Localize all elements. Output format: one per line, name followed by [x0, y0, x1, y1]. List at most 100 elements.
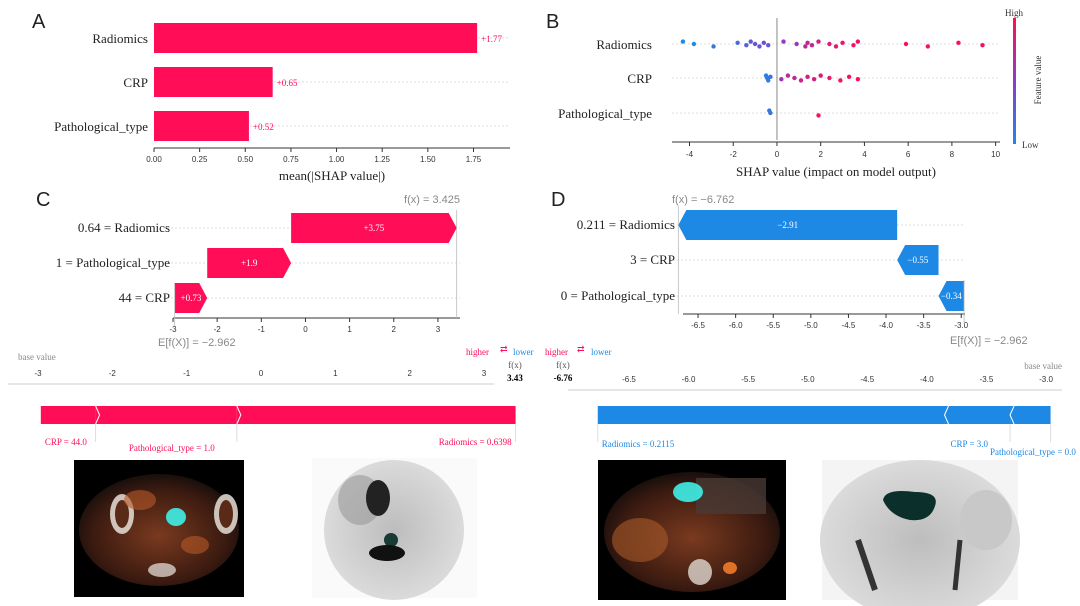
x-tick-label: 0: [303, 325, 308, 334]
fx-value: -6.76: [554, 373, 573, 383]
beeswarm-point: [805, 40, 810, 45]
waterfall-bar-1: [897, 245, 939, 275]
x-tick-label: 0.25: [192, 155, 208, 164]
x-tick-label: 0: [775, 150, 780, 159]
panel-d-letter: D: [551, 189, 565, 211]
pet-mip-image-left: [312, 458, 477, 600]
x-tick-label: 1.00: [329, 155, 345, 164]
force-tick-label: -5.5: [741, 375, 755, 384]
bar-0: [154, 23, 478, 53]
higher-label: higher: [545, 347, 568, 357]
x-tick-label: -4.5: [842, 321, 856, 330]
beeswarm-point: [838, 78, 843, 83]
panel-b-beeswarm-chart: Radiomics CRP Pathological_type -4 -2 0 2 4 6 8 10…: [558, 8, 1043, 179]
beeswarm-point: [792, 75, 797, 81]
panel-a-letter: A: [32, 11, 46, 33]
colorbar: [1013, 18, 1016, 144]
x-tick-label: 1.75: [466, 155, 482, 164]
beeswarm-point: [735, 40, 740, 45]
force-label: Pathological_type = 1.0: [129, 443, 215, 453]
beeswarm-point: [855, 39, 861, 44]
beeswarm-point: [925, 44, 931, 49]
beeswarm-point: [818, 73, 823, 78]
x-axis-label: SHAP value (impact on model output): [736, 164, 936, 179]
x-tick-label: -6.5: [691, 321, 705, 330]
force-segment-divider: [95, 405, 101, 425]
x-tick-label: -5.0: [804, 321, 818, 330]
beeswarm-point: [980, 43, 985, 48]
beeswarm-point: [809, 43, 815, 48]
beeswarm-point: [798, 78, 804, 83]
panel-b-letter: B: [546, 11, 559, 33]
row-label: 1 = Pathological_type: [56, 255, 170, 270]
category-label: Radiomics: [92, 31, 148, 46]
beeswarm-point: [803, 44, 808, 49]
bar-value-label: +0.73: [181, 293, 202, 303]
panel-c-waterfall-chart: +3.75 0.64 = Radiomics +1.9 1 = Pathologica…: [56, 194, 460, 349]
bar-value-label: −0.55: [907, 255, 928, 265]
force-label: Radiomics = 0.2115: [602, 439, 675, 449]
bar-value-label: −2.91: [777, 220, 798, 230]
force-segment-divider: [1009, 405, 1015, 425]
beeswarm-point: [779, 77, 784, 82]
force-label: CRP = 3.0: [951, 439, 989, 449]
beeswarm-point: [811, 77, 817, 82]
waterfall-bar-0: [678, 210, 898, 240]
lower-label: lower: [591, 347, 612, 357]
value-label: +1.77: [481, 34, 502, 44]
x-tick-label: 2: [818, 150, 823, 159]
x-tick-label: 6: [906, 150, 911, 159]
category-label: Pathological_type: [558, 106, 652, 121]
force-segment-1: [95, 406, 237, 424]
force-tick-label: 1: [333, 369, 338, 378]
force-segment-2: [236, 406, 516, 424]
force-tick-label: -4.5: [860, 375, 874, 384]
ct-pelvis-image: [74, 460, 244, 597]
waterfall-bar-2: [938, 281, 965, 311]
force-tick-label: -2: [109, 369, 117, 378]
waterfall-bar-0: [291, 213, 457, 243]
row-label: 0 = Pathological_type: [561, 288, 675, 303]
base-value-text: base value: [18, 352, 56, 362]
lower-label: lower: [513, 347, 534, 357]
beeswarm-point: [816, 39, 821, 44]
fx-label: f(x): [556, 360, 570, 370]
output-value-label: f(x) = −6.762: [672, 194, 734, 206]
ct-abdomen-image: [598, 460, 786, 600]
output-value-label: f(x) = 3.425: [404, 194, 460, 206]
panel-d-force-plot: -6.5 -6.0 -5.5 -5.0 -4.5 -4.0 -3.5 -3.0 base val…: [545, 344, 1076, 457]
x-tick-label: 0.00: [146, 155, 162, 164]
category-label: Radiomics: [596, 37, 652, 52]
x-tick-label: 8: [950, 150, 955, 159]
bar-value-label: +1.9: [241, 258, 258, 268]
force-label: CRP = 44.0: [45, 437, 88, 447]
force-tick-label: -5.0: [801, 375, 815, 384]
arrow-right-icon: ⇄: [500, 344, 508, 354]
category-label: CRP: [123, 75, 148, 90]
beeswarm-point: [956, 40, 961, 45]
force-tick-label: -3.0: [1039, 375, 1053, 384]
x-tick-label: 1: [347, 325, 352, 334]
beeswarm-point: [827, 75, 832, 81]
base-value-text: base value: [1024, 361, 1062, 371]
x-tick-label: -2: [214, 325, 222, 334]
x-tick-label: -6.0: [729, 321, 743, 330]
value-label: +0.65: [277, 78, 298, 88]
force-tick-label: -4.0: [920, 375, 934, 384]
x-tick-label: -5.5: [766, 321, 780, 330]
fx-label: f(x): [508, 360, 522, 370]
force-tick-label: 2: [407, 369, 412, 378]
x-tick-label: 10: [991, 150, 1000, 159]
waterfall-bar-1: [207, 248, 292, 278]
waterfall-bar-2: [174, 283, 208, 313]
row-label: 0.64 = Radiomics: [78, 220, 170, 235]
beeswarm-point: [691, 41, 697, 47]
arrow-right-icon: ⇄: [577, 344, 585, 354]
force-tick-label: -6.5: [622, 375, 636, 384]
beeswarm-point: [794, 41, 799, 47]
force-tick-label: 3: [482, 369, 487, 378]
force-segment-0: [597, 406, 945, 424]
beeswarm-point: [816, 113, 821, 118]
beeswarm-point: [833, 44, 839, 49]
